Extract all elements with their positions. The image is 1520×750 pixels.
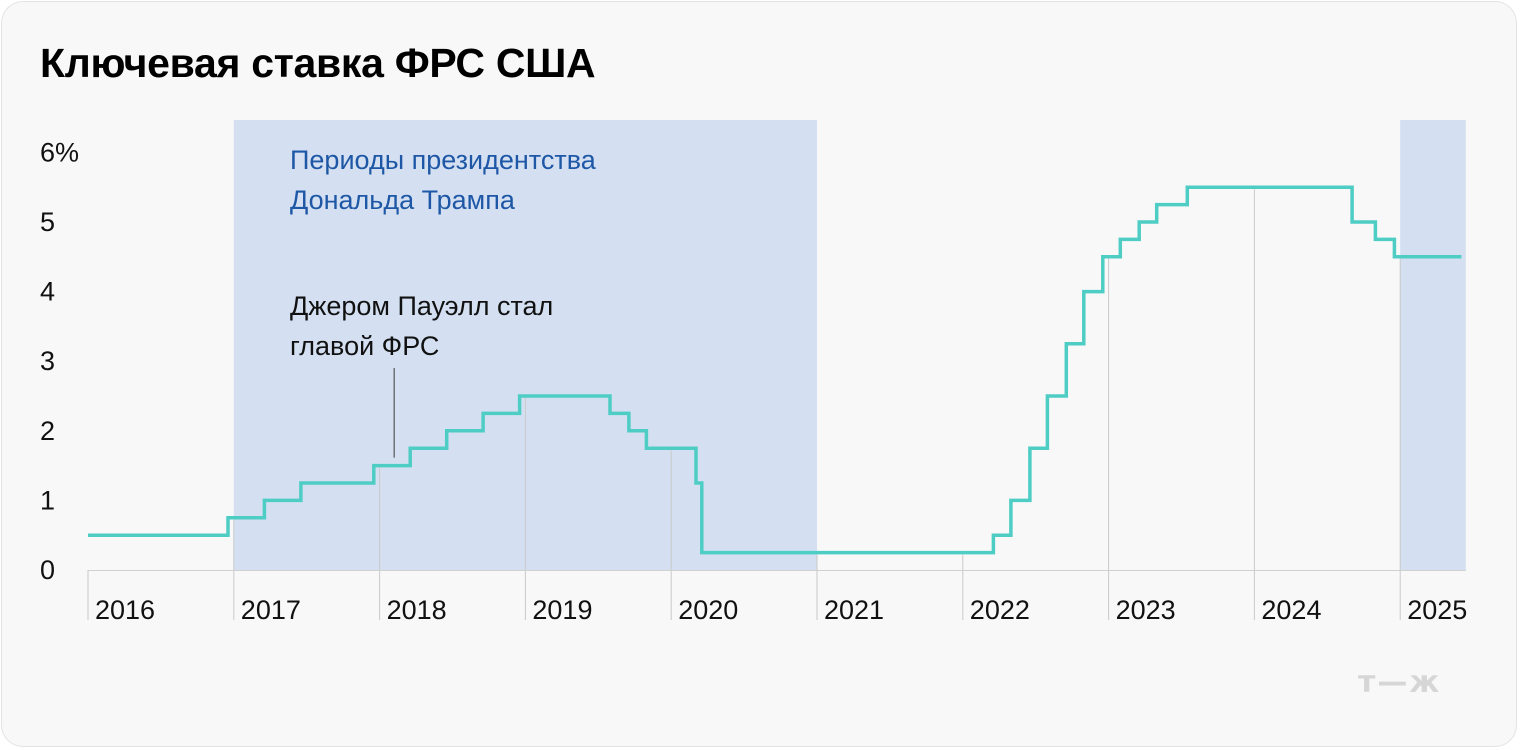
shaded-period-1 [1400,120,1466,570]
x-tick-label: 2019 [532,595,592,625]
y-tick-labels: 0 1 2 3 4 5 6% [40,137,79,585]
powell-label-line: главой ФРС [290,331,439,361]
x-tick-label: 2018 [387,595,447,625]
x-tick-label: 2022 [970,595,1030,625]
x-tick-label: 2024 [1261,595,1321,625]
shade-label-line: Дональда Трампа [290,185,516,215]
y-tick-label: 3 [40,346,55,376]
x-tick-label: 2016 [95,595,155,625]
x-tick-label: 2025 [1407,595,1467,625]
x-tick-label: 2023 [1116,595,1176,625]
y-tick-label: 2 [40,416,55,446]
x-tick-label: 2020 [678,595,738,625]
shade-label-line: Периоды президентства [290,145,597,175]
y-tick-label: 1 [40,485,55,515]
powell-label-line: Джером Пауэлл стал [290,291,553,321]
y-tick-label: 5 [40,207,55,237]
x-tick-label: 2017 [241,595,301,625]
x-tick-label: 2021 [824,595,884,625]
y-tick-label: 4 [40,277,55,307]
y-tick-label: 0 [40,555,55,585]
y-tick-label: 6% [40,137,79,167]
series-line-0 [88,185,1462,555]
chart-title: Ключевая ставка ФРС США [40,40,596,86]
x-tick-labels: 2016 2017 2018 2019 2020 2021 2022 2023 2024 2025 [95,595,1467,625]
series [88,185,1462,555]
brand-logo: т—ж [1358,665,1442,700]
grid-lines [87,189,1401,620]
annotations: Периоды президентства Дональда Трампа Джер… [290,145,597,458]
